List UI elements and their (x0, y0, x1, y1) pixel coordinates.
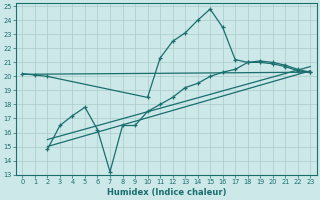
X-axis label: Humidex (Indice chaleur): Humidex (Indice chaleur) (107, 188, 226, 197)
